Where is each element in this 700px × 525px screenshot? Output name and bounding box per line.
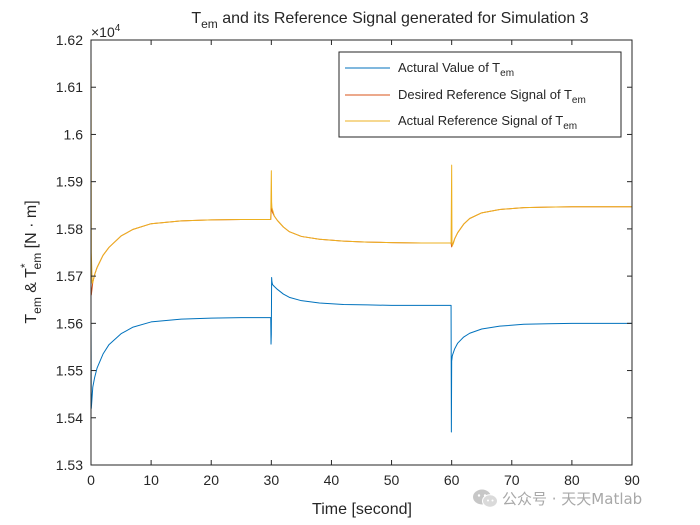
- x-tick-label: 30: [264, 472, 280, 488]
- watermark-graphic: 公众号 · 天天Matlab: [473, 489, 642, 508]
- x-tick-label: 0: [87, 472, 95, 488]
- legend: Actural Value of Tem Desired Reference S…: [338, 51, 622, 138]
- x-tick-label: 90: [624, 472, 640, 488]
- wechat-icon: [473, 489, 498, 508]
- y-tick-label: 1.61: [56, 79, 83, 95]
- watermark: 公众号 · 天天Matlab: [470, 485, 680, 518]
- ylabel-amp: & T: [23, 268, 40, 297]
- x-axis-label: Time [second]: [312, 501, 412, 518]
- exponent-power: 4: [115, 23, 121, 34]
- ylabel-unit: [N · m]: [23, 200, 40, 252]
- series-line-1: [90, 277, 632, 433]
- title-main: T: [191, 10, 201, 27]
- y-axis-label: Tem & T*em [N · m]: [18, 200, 44, 323]
- ylabel-sup: *: [18, 263, 32, 268]
- y-tick-label: 1.62: [56, 32, 83, 48]
- x-axis: 0 10 20 30 40 50 60 70 80 90: [87, 40, 640, 488]
- title-rest: and its Reference Signal generated for S…: [218, 10, 589, 27]
- y-exponent-label: ×104: [91, 23, 121, 40]
- y-tick-label: 1.55: [56, 363, 83, 379]
- legend-label-actual-reference: Actual Reference Signal of Tem: [398, 113, 577, 132]
- legend-label-actural-value: Actural Value of Tem: [398, 60, 514, 79]
- legend-label-desired-reference: Desired Reference Signal of Tem: [398, 87, 586, 106]
- y-tick-label: 1.59: [56, 174, 83, 190]
- watermark-text: 公众号 · 天天Matlab: [502, 490, 642, 508]
- x-tick-label: 20: [203, 472, 219, 488]
- exponent-base: ×10: [91, 24, 115, 40]
- y-tick-label: 1.53: [56, 457, 83, 473]
- x-tick-label: 60: [444, 472, 460, 488]
- y-tick-label: 1.54: [56, 410, 83, 426]
- ylabel-sub1: em: [30, 297, 44, 314]
- y-axis: 1.53 1.54 1.55 1.56 1.57 1.58 1.59 1.6 1.61 1.62: [56, 32, 632, 473]
- title-subscript: em: [201, 17, 218, 31]
- x-tick-label: 10: [143, 472, 159, 488]
- series-layer: [90, 63, 632, 433]
- legend-box: [338, 51, 622, 138]
- ylabel-t1: T: [23, 314, 40, 324]
- y-tick-label: 1.6: [64, 126, 84, 142]
- x-tick-label: 70: [504, 472, 520, 488]
- y-tick-label: 1.56: [56, 315, 83, 331]
- x-tick-label: 50: [384, 472, 400, 488]
- ylabel-sub2: em: [30, 253, 44, 270]
- x-tick-label: 80: [564, 472, 580, 488]
- chart-title: Tem and its Reference Signal generated f…: [191, 10, 588, 31]
- y-tick-label: 1.57: [56, 268, 83, 284]
- series-line-3: [90, 63, 632, 286]
- axes-box: [90, 39, 633, 466]
- y-tick-label: 1.58: [56, 221, 83, 237]
- x-tick-label: 40: [324, 472, 340, 488]
